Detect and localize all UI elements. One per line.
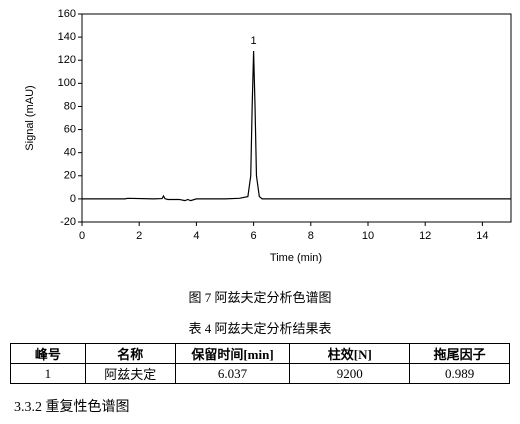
y-tick-label: 0 [70, 193, 76, 205]
section-heading: 3.3.2 重复性色谱图 [14, 400, 130, 415]
x-axis-label: Time (min) [270, 252, 322, 264]
x-tick-label: 2 [136, 230, 142, 242]
x-tick-label: 14 [476, 230, 488, 242]
table-row: 1 阿兹夫定 6.037 9200 0.989 [10, 363, 510, 384]
x-tick-label: 0 [79, 230, 85, 242]
x-tick-label: 12 [419, 230, 431, 242]
y-tick-label: 120 [58, 54, 76, 66]
x-tick-label: 6 [251, 230, 257, 242]
y-tick-label: 20 [64, 170, 76, 182]
plot-frame [81, 13, 512, 223]
y-tick-label: 100 [58, 77, 76, 89]
x-tick-label: 8 [308, 230, 314, 242]
header-cell: 拖尾因子 [409, 343, 510, 364]
header-cell: 柱效[N] [289, 343, 411, 364]
table-cell: 0.989 [409, 363, 510, 384]
y-tick-label: 40 [64, 147, 76, 159]
table-header: 峰号 名称 保留时间[min] 柱效[N] 拖尾因子 [10, 343, 510, 364]
y-tick-label: 80 [64, 100, 76, 112]
table-cell: 6.037 [174, 363, 291, 384]
y-axis-label: Signal (mAU) [24, 85, 36, 150]
y-tick-label: 140 [58, 31, 76, 43]
signal-line [82, 50, 511, 202]
y-tick-label: 160 [58, 8, 76, 20]
y-tick-label: -20 [60, 216, 76, 228]
peak-label: 1 [251, 35, 257, 47]
table-cell: 9200 [289, 363, 411, 384]
results-table: 峰号 名称 保留时间[min] 柱效[N] 拖尾因子 1 阿兹夫定 6.037 9200 0.9… [10, 343, 510, 384]
chart: Time (min) Signal (mAU) -200204060801001… [24, 8, 512, 264]
header-cell: 名称 [84, 343, 176, 364]
header-cell: 峰号 [10, 343, 86, 364]
table-cell: 1 [10, 363, 86, 384]
x-tick-label: 10 [362, 230, 374, 242]
y-tick-label: 60 [64, 123, 76, 135]
x-tick-label: 4 [193, 230, 199, 242]
header-cell: 保留时间[min] [174, 343, 291, 364]
table-cell: 阿兹夫定 [84, 363, 176, 384]
table-caption: 表 4 阿兹夫定分析结果表 [188, 321, 332, 336]
figure-caption: 图 7 阿兹夫定分析色谱图 [188, 290, 332, 305]
